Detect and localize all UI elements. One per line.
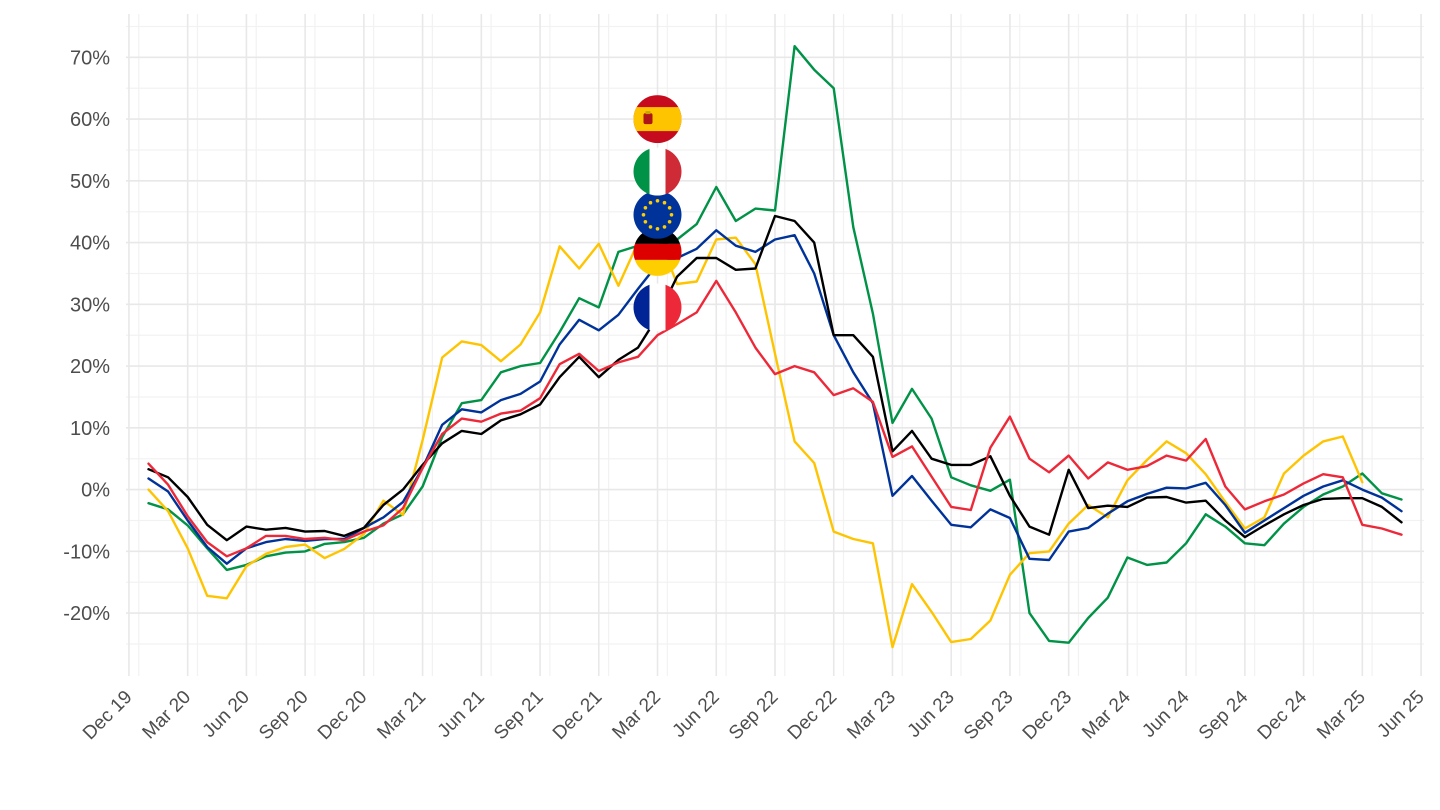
y-tick-label: 60% (70, 109, 110, 131)
y-axis: -20% -10% 0% 10% 20% 30% 40% 50% 60% 70% (63, 47, 110, 625)
series-line-4 (147, 214, 1403, 542)
series-line-2 (147, 232, 1364, 649)
x-tick-label: Mar 21 (373, 687, 430, 744)
x-tick-label: Sep 24 (1195, 686, 1253, 744)
x-tick-label: Sep 23 (960, 687, 1017, 744)
x-tick-label: Jun 25 (1373, 687, 1428, 742)
y-tick-label: 50% (70, 171, 110, 193)
x-tick-label: Mar 25 (1313, 687, 1370, 744)
x-tick-label: Dec 24 (1254, 686, 1312, 744)
x-tick-label: Mar 20 (139, 687, 196, 744)
x-tick-label: Dec 22 (784, 687, 841, 744)
x-tick-label: Dec 21 (549, 687, 606, 744)
y-tick-label: 30% (70, 294, 110, 316)
x-tick-label: Sep 22 (725, 687, 782, 744)
series-lines (147, 45, 1403, 649)
x-tick-label: Jun 20 (199, 687, 254, 742)
x-tick-label: Sep 20 (255, 687, 312, 744)
x-tick-label: Jun 22 (669, 687, 724, 742)
x-tick-label: Dec 20 (314, 687, 371, 744)
spain-flag (633, 95, 682, 144)
x-tick-label: Mar 23 (843, 687, 900, 744)
grid (126, 14, 1424, 676)
y-tick-label: 40% (70, 233, 110, 255)
x-axis: Dec 19 Mar 20 Jun 20 Sep 20 Dec 20 Mar 21 Jun … (79, 686, 1429, 744)
eu-flag (633, 190, 682, 239)
x-tick-label: Dec 23 (1019, 687, 1076, 744)
y-tick-label: 70% (70, 47, 110, 69)
y-tick-label: 0% (81, 480, 110, 502)
y-tick-label: -20% (63, 603, 110, 625)
y-tick-label: 20% (70, 356, 110, 378)
x-tick-label: Jun 21 (434, 687, 489, 742)
italy-flag (633, 147, 682, 196)
x-tick-label: Mar 22 (608, 687, 665, 744)
y-tick-label: 10% (70, 418, 110, 440)
france-flag (633, 283, 682, 332)
y-tick-label: -10% (63, 541, 110, 563)
x-tick-label: Jun 24 (1138, 686, 1193, 741)
x-tick-label: Dec 19 (79, 687, 136, 744)
x-tick-label: Mar 24 (1078, 686, 1135, 743)
series-line-5 (147, 279, 1403, 558)
x-tick-label: Jun 23 (904, 687, 959, 742)
flag-markers (633, 95, 682, 332)
x-tick-label: Sep 21 (490, 687, 547, 744)
